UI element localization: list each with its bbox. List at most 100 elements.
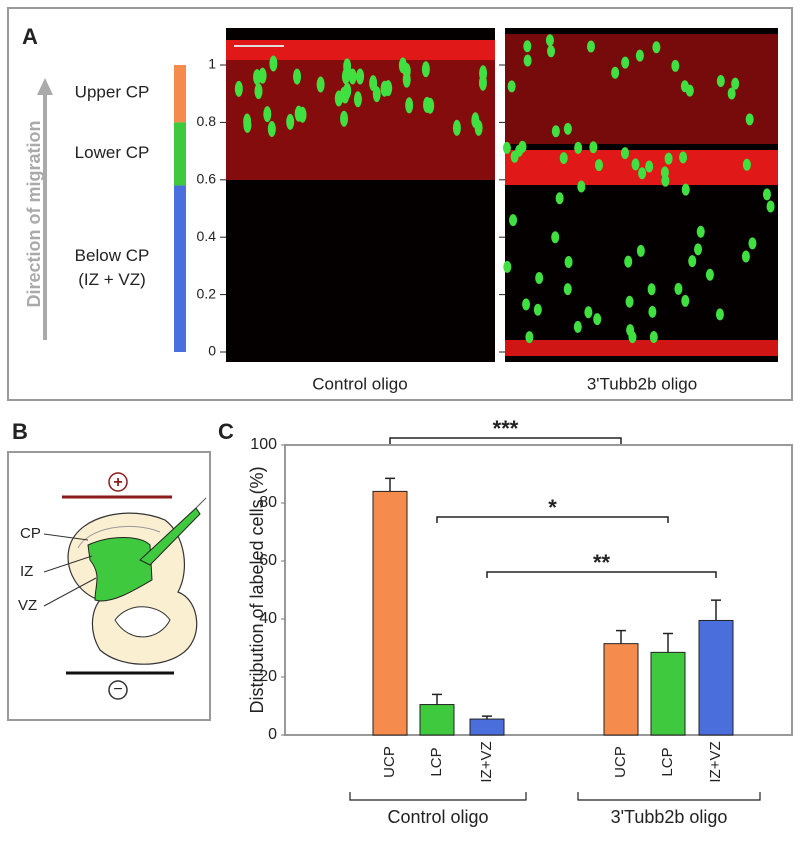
cell (652, 41, 661, 54)
cell (624, 255, 633, 268)
y-tick-label: 1 (208, 56, 216, 72)
arrow-head (37, 78, 53, 95)
cell (731, 77, 740, 90)
group-label: 3'Tubb2b oligo (611, 807, 728, 827)
significance-bracket (436, 516, 669, 523)
cell (694, 243, 703, 256)
cell (762, 188, 771, 201)
cell (551, 231, 560, 244)
region-label: VZ (18, 597, 37, 614)
cell (509, 214, 518, 227)
cell (555, 192, 564, 205)
cell (551, 125, 560, 138)
zone-bar (174, 185, 186, 352)
cell (628, 331, 637, 344)
x-tick-label: IZ+VZ (707, 741, 724, 782)
zone-label: Lower CP (75, 143, 150, 162)
cell (348, 68, 357, 85)
cell (423, 96, 432, 113)
cell (263, 106, 272, 123)
cell (522, 298, 531, 311)
cell (647, 283, 656, 296)
significance-label: *** (493, 416, 519, 441)
cell (369, 75, 378, 92)
cell (611, 66, 620, 79)
cell (664, 152, 673, 165)
red-band (505, 340, 778, 356)
cell (727, 87, 736, 100)
cell (471, 112, 480, 129)
y-tick-label: 80 (259, 494, 277, 511)
cell (564, 255, 573, 268)
cell (584, 306, 593, 319)
cell (636, 244, 645, 257)
y-tick-label: 0.6 (197, 171, 217, 187)
x-tick-label: UCP (381, 746, 398, 778)
cell (674, 282, 683, 295)
cell (671, 59, 680, 72)
cell (716, 74, 725, 87)
zone-bar (174, 122, 186, 186)
group-label: Control oligo (387, 807, 488, 827)
cell (621, 56, 630, 69)
cell (705, 268, 714, 281)
cell (631, 158, 640, 171)
cell (293, 68, 302, 85)
cell (559, 152, 568, 165)
bar (419, 704, 455, 736)
y-tick-label: 0 (208, 343, 216, 359)
cell (679, 151, 688, 164)
cell (563, 283, 572, 296)
cell (384, 80, 393, 97)
y-tick-label: 100 (250, 436, 277, 453)
cell (523, 40, 532, 53)
cell (649, 330, 658, 343)
cell (573, 320, 582, 333)
cell (620, 147, 629, 160)
cell (503, 260, 512, 273)
electrode-sign (108, 472, 128, 492)
cell (696, 225, 705, 238)
cell (507, 80, 516, 93)
electrode-sign (108, 680, 128, 700)
bar (650, 651, 686, 736)
cell (766, 200, 775, 213)
cell (452, 119, 461, 136)
bar (372, 490, 408, 736)
y-tick-label: 60 (259, 552, 277, 569)
significance-bracket (389, 437, 622, 444)
cell (741, 250, 750, 263)
cell (661, 174, 670, 187)
cell (478, 74, 487, 91)
red-band (226, 40, 495, 60)
cell (748, 237, 757, 250)
group-bracket (349, 792, 527, 801)
cell (343, 82, 352, 99)
pointer (43, 577, 97, 607)
cell (243, 116, 252, 133)
y-tick-label: 0.4 (197, 228, 217, 244)
cell (586, 40, 595, 53)
significance-bracket (486, 571, 717, 578)
cell (577, 180, 586, 193)
image-caption: 3'Tubb2b oligo (587, 374, 697, 393)
group-bracket (577, 792, 761, 801)
significance-label: * (548, 495, 557, 520)
pipette-tip (195, 497, 207, 509)
bar (698, 619, 734, 736)
panel-label: C (218, 419, 234, 444)
y-tick-label: 40 (259, 610, 277, 627)
cell (269, 55, 278, 72)
bar (469, 718, 505, 736)
region-label: IZ (20, 563, 33, 580)
pipette (139, 507, 201, 566)
cell (593, 313, 602, 326)
cell (523, 54, 532, 67)
pointer (43, 533, 89, 541)
cell (402, 71, 411, 88)
cell (574, 141, 583, 154)
cell (421, 61, 430, 78)
bar (603, 643, 639, 736)
cell (405, 97, 414, 114)
